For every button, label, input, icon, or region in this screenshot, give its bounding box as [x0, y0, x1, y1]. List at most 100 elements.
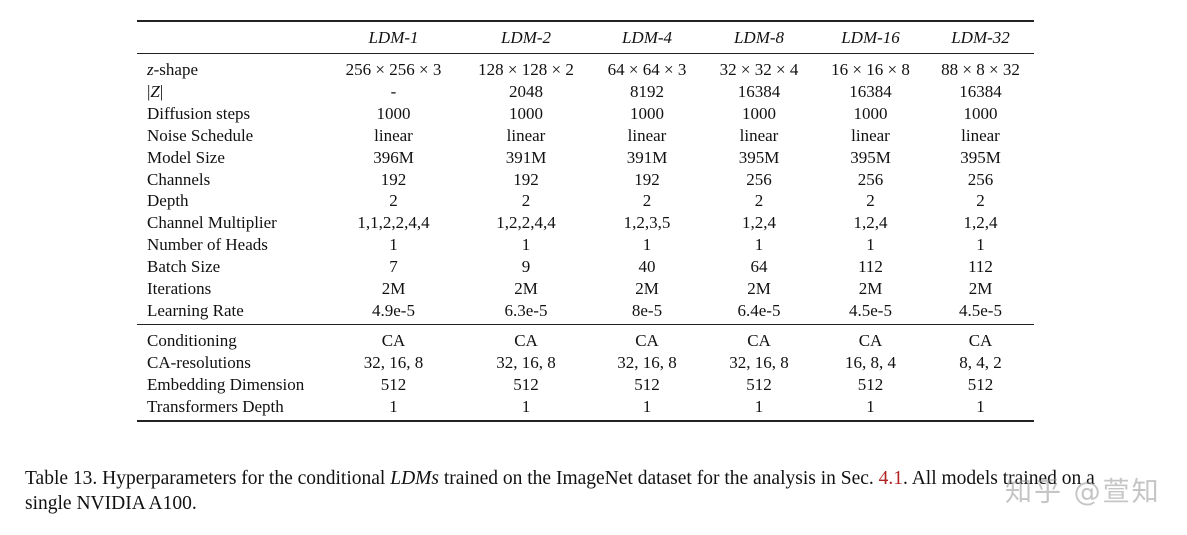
cell-value: 1,1,2,2,4,4: [357, 213, 430, 233]
cell-value: 16, 8, 4: [845, 352, 896, 372]
cell-value: 1: [642, 396, 652, 416]
table-row: Transformers Depth 1 1 1 1 1 1: [137, 396, 1034, 421]
cell-value: 6.3e-5: [504, 300, 548, 320]
cell-value: 4.9e-5: [372, 300, 415, 320]
cell-value: CA: [858, 330, 883, 350]
table-row: z-shape 256 × 256 × 3 128 × 128 × 2 64 × 64…: [137, 53, 1034, 81]
cell-value: 2: [389, 191, 398, 211]
cell-value: 512: [380, 374, 407, 394]
cell-value: 7: [389, 257, 398, 277]
cell-value: 1: [754, 396, 764, 416]
header-ldm-16: LDM-16: [841, 27, 900, 47]
cell-value: 8e-5: [631, 300, 663, 320]
cell-value: linear: [627, 125, 667, 145]
cell-value: 64 × 64 × 3: [607, 60, 687, 79]
cell-value: linear: [506, 125, 546, 145]
caption-middle: trained on the ImageNet dataset for the …: [438, 468, 879, 489]
cell-value: 1: [521, 235, 531, 255]
section-reference-link[interactable]: 4.1: [878, 468, 904, 489]
cell-value: 1000: [630, 103, 664, 123]
row-label: Transformers Depth: [147, 396, 284, 416]
cell-value: 32, 16, 8: [363, 352, 424, 372]
cell-value: linear: [961, 125, 1000, 145]
cell-value: 1: [976, 235, 985, 255]
cell-value: 1: [642, 235, 652, 255]
cell-value: 4.5e-5: [959, 300, 1002, 320]
cell-value: 112: [858, 257, 883, 277]
cell-value: CA: [381, 330, 406, 350]
cell-value: 40: [638, 257, 656, 277]
header-ldm-8: LDM-8: [733, 27, 785, 47]
table-row: Learning Rate 4.9e-5 6.3e-5 8e-5 6.4e-5 4.5e-…: [137, 300, 1034, 324]
row-label: Model Size: [147, 147, 225, 167]
cell-value: 1: [521, 396, 531, 416]
cell-value: 32, 16, 8: [496, 352, 556, 372]
cell-value: 6.4e-5: [737, 300, 781, 320]
cell-value: 512: [746, 374, 772, 394]
cell-value: 1,2,4: [742, 213, 776, 233]
cell-value: 256: [746, 169, 772, 189]
cell-value: linear: [851, 125, 890, 145]
cell-value: 1: [866, 396, 875, 416]
cell-value: 512: [967, 374, 994, 394]
row-label: Number of Heads: [147, 235, 268, 255]
caption-suffix: . All models trained on a: [903, 468, 1095, 489]
hyperparameter-table: LDM-1 LDM-2 LDM-4 LDM-8 LDM-16 LDM-32 z-…: [137, 20, 1034, 422]
caption-emphasis: LDMs: [390, 468, 439, 489]
cell-value: 2M: [968, 279, 993, 299]
row-label: Conditioning: [147, 330, 237, 350]
cell-value: 192: [513, 169, 539, 189]
cell-value: 2: [866, 191, 875, 211]
cell-value: 2M: [747, 279, 771, 299]
cell-value: 1: [389, 396, 398, 416]
cell-value: 391M: [505, 147, 547, 167]
table-row: Depth 2 2 2 2 2 2: [137, 190, 1034, 212]
header-ldm-1: LDM-1: [368, 27, 419, 47]
cell-value: CA: [514, 330, 538, 350]
cell-value: 512: [857, 374, 884, 394]
cell-value: CA: [968, 330, 993, 350]
cell-value: 32, 16, 8: [729, 352, 789, 372]
cell-value: 112: [968, 257, 993, 277]
cell-value: 1: [754, 235, 764, 255]
cell-value: 391M: [626, 147, 668, 167]
table-header-row: LDM-1 LDM-2 LDM-4 LDM-8 LDM-16 LDM-32: [137, 21, 1034, 54]
row-label: Learning Rate: [147, 300, 244, 320]
cell-value: CA: [635, 330, 659, 350]
table-row: Diffusion steps 1000 1000 1000 1000 1000 1000: [137, 103, 1034, 125]
caption-line-2: single NVIDIA A100.: [25, 493, 197, 514]
table-row: Batch Size 7 9 40 64 112 112: [137, 256, 1034, 278]
table-row: Number of Heads 1 1 1 1 1 1: [137, 234, 1034, 256]
row-label: |Z|: [147, 81, 164, 101]
cell-value: 2M: [858, 279, 883, 299]
cell-value: 1: [866, 235, 875, 255]
table-row: Model Size 396M 391M 391M 395M 395M 395M: [137, 147, 1034, 169]
table-section-architecture: z-shape 256 × 256 × 3 128 × 128 × 2 64 × 64…: [137, 53, 1034, 325]
cell-value: 395M: [738, 147, 780, 167]
cell-value: -: [390, 81, 397, 101]
cell-value: 2: [521, 191, 531, 211]
row-label: Channels: [147, 169, 211, 189]
watermark: 知乎 @萱知: [1005, 477, 1161, 508]
row-label: CA-resolutions: [147, 352, 251, 372]
cell-value: 396M: [373, 147, 414, 167]
cell-value: 1000: [963, 103, 998, 123]
table-section-conditioning: Conditioning CA CA CA CA CA CA CA-resolutions 32…: [137, 324, 1034, 421]
row-label: Noise Schedule: [147, 125, 254, 145]
cell-value: 8, 4, 2: [959, 352, 1002, 372]
header-ldm-32: LDM-32: [951, 27, 1010, 47]
row-label: Depth: [147, 191, 189, 211]
cell-value: 2: [754, 191, 764, 211]
row-label: Embedding Dimension: [147, 374, 305, 394]
cell-value: 1: [976, 396, 985, 416]
cell-value: 1,2,4: [853, 213, 888, 233]
row-label: z-shape: [147, 60, 198, 79]
cell-value: 2M: [381, 279, 406, 299]
row-label: Batch Size: [147, 257, 221, 277]
header-empty: [137, 21, 325, 54]
row-label: Iterations: [147, 279, 212, 299]
cell-value: 64: [750, 257, 768, 277]
cell-value: 88 × 8 × 32: [941, 60, 1020, 79]
cell-value: 4.5e-5: [849, 300, 892, 320]
header-ldm-4: LDM-4: [621, 27, 673, 47]
